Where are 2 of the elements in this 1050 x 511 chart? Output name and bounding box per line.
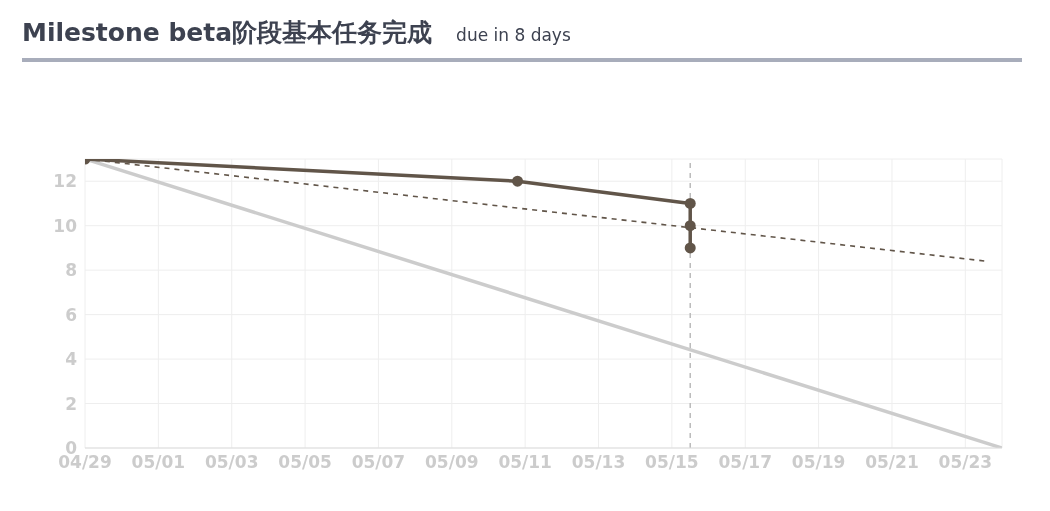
chart-title: Milestone beta阶段基本任务完成 (22, 17, 433, 49)
chart-subtitle: due in 8 days (456, 25, 571, 45)
